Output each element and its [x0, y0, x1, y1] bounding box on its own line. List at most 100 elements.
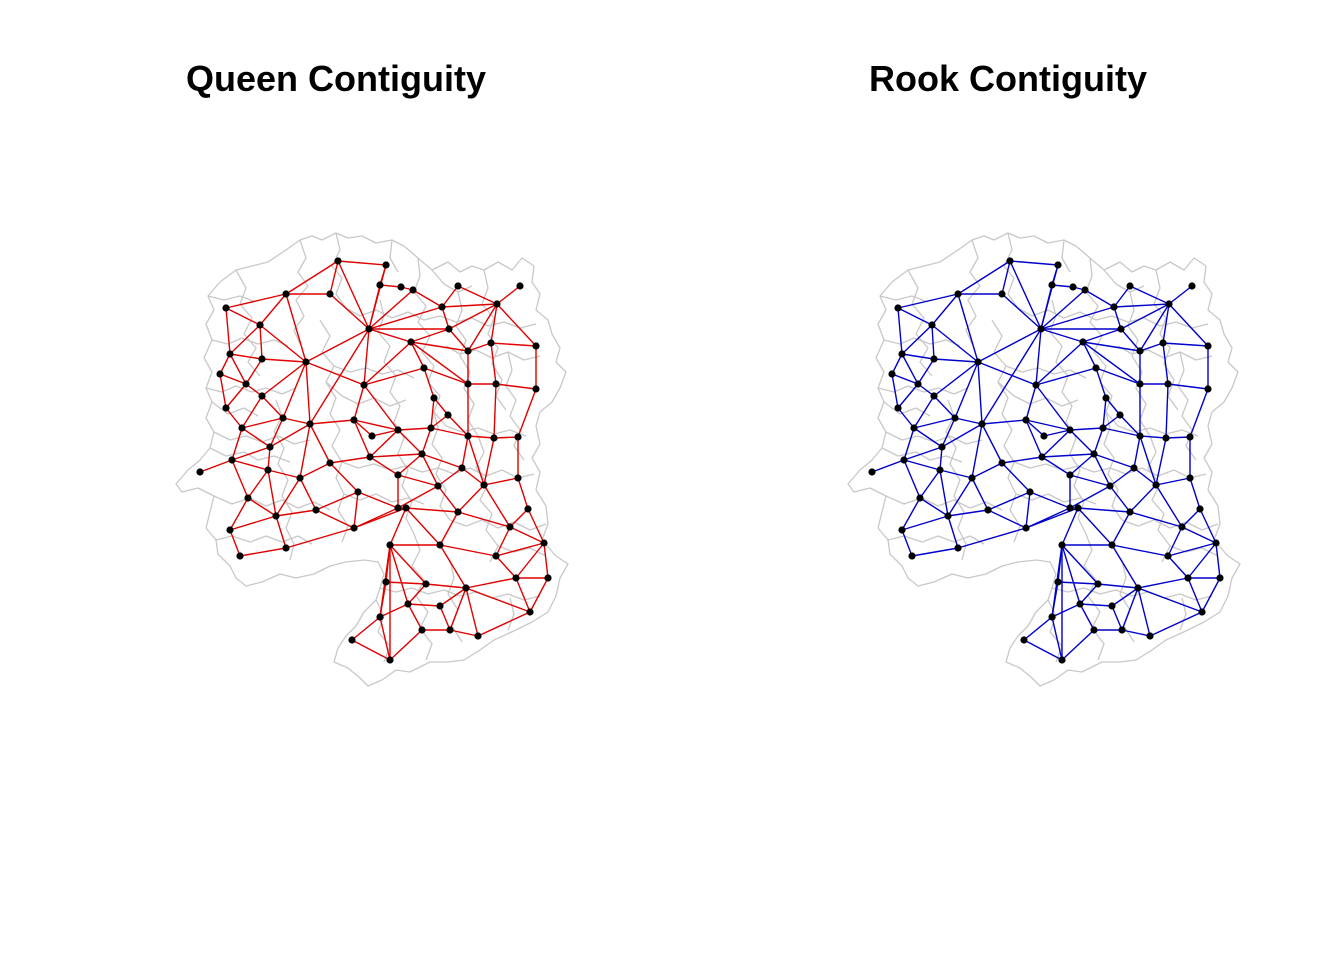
centroid-node — [365, 325, 373, 333]
contiguity-edge — [467, 435, 495, 439]
contiguity-edge — [405, 507, 441, 546]
contiguity-edge — [447, 414, 469, 437]
contiguity-edge — [1040, 284, 1053, 330]
contiguity-edge — [379, 603, 409, 618]
contiguity-edge — [1001, 293, 1042, 330]
contiguity-edge — [368, 306, 443, 330]
contiguity-edge — [285, 293, 307, 363]
contiguity-edge — [477, 611, 531, 637]
region-boundary-line — [1051, 587, 1213, 601]
contiguity-edge — [329, 260, 339, 295]
centroid-node — [196, 468, 204, 476]
contiguity-edge — [901, 353, 919, 385]
contiguity-edge — [423, 367, 435, 399]
contiguity-edge — [903, 459, 921, 499]
contiguity-edge — [397, 427, 432, 431]
contiguity-edge — [987, 509, 1027, 529]
contiguity-edge — [1137, 587, 1151, 637]
contiguity-edge — [1111, 544, 1139, 589]
contiguity-edge — [1139, 303, 1170, 352]
contiguity-edge — [1040, 328, 1084, 343]
region-boundary-line — [205, 385, 297, 395]
centroid-node — [1108, 541, 1116, 549]
contiguity-edge — [903, 427, 915, 461]
region-boundary-line — [431, 411, 451, 521]
region-boundary-line — [883, 337, 961, 347]
centroid-node — [1076, 600, 1084, 608]
contiguity-edge — [1051, 616, 1063, 661]
contiguity-edge — [439, 605, 451, 631]
centroid-node — [226, 526, 234, 534]
region-boundary-line — [1119, 559, 1135, 643]
contiguity-edge — [1167, 526, 1183, 557]
centroid-node — [1038, 453, 1046, 461]
contiguity-edge — [1168, 303, 1209, 347]
region-boundary-line — [879, 295, 929, 303]
contiguity-edge — [369, 453, 423, 458]
contiguity-edge — [407, 603, 441, 607]
centroid-node — [1198, 608, 1206, 616]
centroid-node — [382, 578, 390, 586]
contiguity-edge — [1093, 427, 1104, 455]
contiguity-edge — [430, 427, 469, 437]
contiguity-edge — [363, 328, 370, 386]
contiguity-edge — [385, 581, 427, 585]
contiguity-edge — [353, 491, 359, 529]
centroid-node — [1066, 426, 1074, 434]
contiguity-edge — [1025, 491, 1031, 529]
contiguity-edge — [337, 260, 387, 266]
centroid-node — [386, 656, 394, 664]
centroid-node — [394, 471, 402, 479]
region-boundary-line — [379, 587, 541, 601]
contiguity-edge — [329, 293, 370, 330]
contiguity-edge — [269, 417, 284, 448]
centroid-node — [464, 380, 472, 388]
centroid-node — [540, 539, 548, 547]
contiguity-edge — [1079, 583, 1099, 605]
contiguity-edge — [261, 361, 307, 397]
contiguity-edge — [1079, 603, 1113, 607]
centroid-node — [1196, 505, 1204, 513]
centroid-node — [382, 261, 390, 269]
region-boundary-line — [481, 269, 507, 411]
contiguity-edges — [871, 260, 1221, 661]
region-boundary-line — [505, 351, 525, 461]
contiguity-edge — [1035, 341, 1084, 386]
centroid-node — [306, 420, 314, 428]
centroid-node — [908, 552, 916, 560]
contiguity-edge — [397, 474, 439, 487]
contiguity-edge — [1079, 603, 1095, 631]
contiguity-edge — [517, 388, 537, 438]
centroid-node — [1117, 325, 1125, 333]
region-centroids — [196, 257, 552, 664]
contiguity-edge — [1137, 577, 1189, 589]
centroid-node — [444, 411, 452, 419]
rook-network-map — [847, 232, 1241, 687]
contiguity-edge — [1069, 427, 1104, 431]
contiguity-edge — [913, 417, 956, 429]
contiguity-edge — [495, 383, 537, 390]
contiguity-edge — [315, 491, 359, 511]
contiguity-edge — [229, 515, 277, 531]
contiguity-edge — [461, 435, 469, 469]
contiguity-edge — [1029, 491, 1071, 509]
contiguity-edge — [1035, 328, 1042, 386]
centroid-node — [928, 321, 936, 329]
contiguity-edge — [1102, 427, 1141, 437]
centroid-node — [326, 290, 334, 298]
centroid-node — [1058, 656, 1066, 664]
centroid-node — [1110, 303, 1118, 311]
contiguity-edge — [229, 353, 247, 385]
centroid-node — [490, 434, 498, 442]
centroid-node — [1048, 281, 1056, 289]
centroid-node — [436, 541, 444, 549]
centroid-node — [422, 580, 430, 588]
contiguity-edge — [919, 497, 949, 517]
contiguity-edge — [267, 469, 277, 517]
centroid-node — [512, 574, 520, 582]
contiguity-edge — [1025, 384, 1037, 421]
centroid-node — [894, 304, 902, 312]
contiguity-edge — [1162, 303, 1170, 344]
contiguity-edge — [483, 484, 511, 528]
contiguity-edge — [1069, 485, 1111, 509]
